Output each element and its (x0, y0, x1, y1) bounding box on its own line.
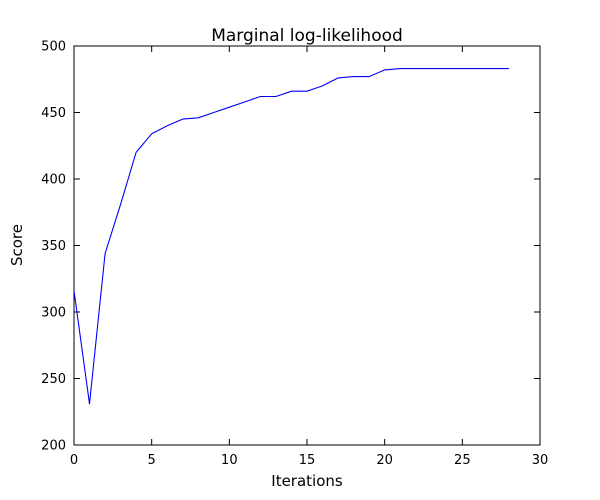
x-tick-label: 0 (70, 453, 78, 468)
x-tick-label: 15 (299, 453, 316, 468)
y-tick-label: 500 (41, 40, 66, 55)
y-tick-label: 350 (41, 239, 66, 254)
y-tick-label: 400 (41, 173, 66, 188)
x-tick-label: 30 (532, 453, 549, 468)
chart-title: Marginal log-likelihood (211, 26, 403, 46)
y-tick-label: 250 (41, 372, 66, 387)
x-tick-label: 5 (148, 453, 156, 468)
x-tick-label: 10 (221, 453, 238, 468)
x-tick-label: 20 (376, 453, 393, 468)
y-tick-label: 200 (41, 439, 66, 454)
loglik-line-series (73, 68, 509, 405)
y-tick-label: 300 (41, 306, 66, 321)
axes-frame (73, 45, 541, 446)
y-axis-label: Score (8, 224, 26, 266)
x-tick-label: 25 (454, 453, 471, 468)
y-tick-label: 450 (41, 106, 66, 121)
x-axis-label: Iterations (271, 472, 343, 490)
ticks-layer: 0 5 10 15 20 25 30 200 250 300 350 400 450 500 (41, 40, 548, 469)
